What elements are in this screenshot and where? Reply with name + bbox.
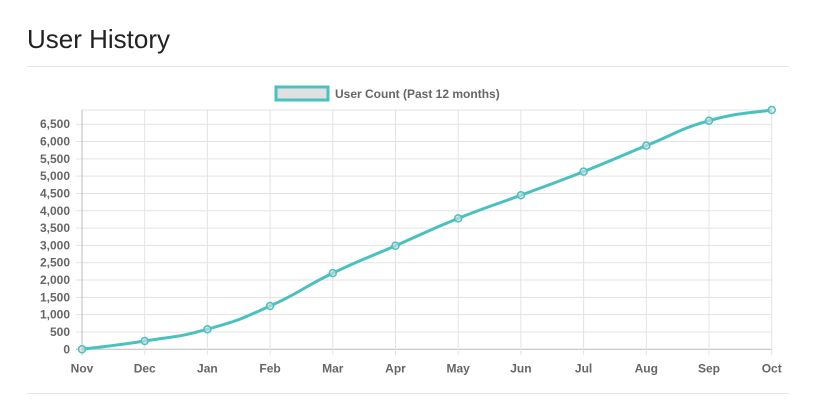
page-title: User History [27,24,171,54]
x-tick-label: May [447,361,471,375]
y-tick-label: 6,500 [40,117,70,131]
data-point [203,324,212,334]
y-tick-label: 0 [63,342,70,356]
x-tick-label: Oct [762,361,782,375]
points [77,105,776,354]
y-tick-label: 4,000 [40,204,70,218]
y-tick-label: 6,000 [40,135,70,149]
y-tick-label: 3,000 [40,238,70,252]
y-tick-label: 2,500 [40,256,70,270]
data-point [77,345,87,354]
data-point [328,268,338,278]
x-tick-label: Apr [385,361,406,375]
series-line [81,108,772,351]
x-tick-label: Jan [197,361,218,375]
y-tick-label: 5,000 [40,169,70,183]
data-point [767,105,776,115]
y-tick-label: 4,500 [40,186,70,200]
data-point [453,214,463,223]
y-tick-label: 500 [50,325,70,339]
legend-swatch [274,85,330,102]
y-tick-label: 1,500 [40,290,70,304]
x-tick-label: Aug [635,361,658,375]
data-point [579,167,588,176]
title-divider [27,66,789,67]
data-point [642,141,651,150]
legend-label: User Count (Past 12 months) [335,87,500,101]
bottom-divider [27,393,789,394]
x-tick-label: Mar [322,361,344,375]
data-point [516,190,526,200]
grid [76,109,773,356]
x-tick-label: Nov [71,361,94,375]
legend[interactable]: User Count (Past 12 months) [274,85,500,102]
data-point [140,336,149,346]
y-tick-label: 1,000 [40,308,70,322]
data-point [704,116,714,125]
x-tick-label: Sep [698,361,720,375]
x-tick-label: Feb [259,361,280,375]
data-point [265,301,275,311]
data-point [391,241,400,251]
x-tick-label: Dec [134,361,156,375]
y-tick-label: 5,500 [40,152,70,166]
x-tick-label: Jun [510,361,531,375]
y-tick-label: 2,000 [40,273,70,287]
x-tick-label: Jul [575,361,592,375]
y-tick-label: 3,500 [40,221,70,235]
axes: 0 500 1,000 1,500 2,000 2,500 3,000 3,500 4,000 4… [40,117,782,375]
